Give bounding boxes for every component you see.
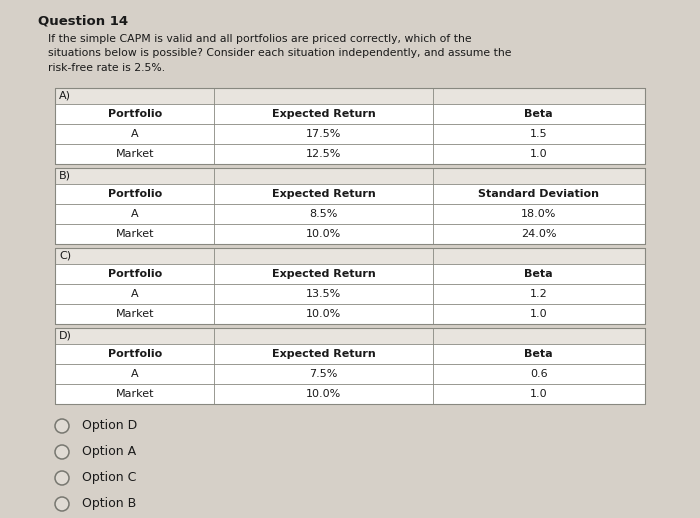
Text: Option A: Option A [82,445,136,458]
Bar [55,248,645,264]
Bar [55,248,645,324]
Text: Standard Deviation: Standard Deviation [478,189,599,199]
Text: A: A [131,369,139,379]
Text: A: A [131,289,139,299]
Text: Beta: Beta [524,269,553,279]
Text: Beta: Beta [524,349,553,359]
Text: Expected Return: Expected Return [272,349,375,359]
Text: A): A) [59,91,71,101]
Text: B): B) [59,171,71,181]
Text: If the simple CAPM is valid and all portfolios are priced correctly, which of th: If the simple CAPM is valid and all port… [48,34,512,73]
Bar [55,248,645,324]
Circle shape [55,445,69,459]
Bar [55,168,645,184]
Bar [55,168,645,244]
Text: 1.0: 1.0 [530,309,547,319]
Bar [55,104,645,124]
Text: 10.0%: 10.0% [306,309,341,319]
Bar [55,88,645,164]
Circle shape [55,419,69,433]
Bar [55,328,645,344]
Bar [55,88,645,104]
Text: Expected Return: Expected Return [272,189,375,199]
Text: Market: Market [116,229,154,239]
Text: A: A [131,129,139,139]
Text: 1.0: 1.0 [530,149,547,159]
Text: Portfolio: Portfolio [108,109,162,119]
Text: 10.0%: 10.0% [306,389,341,399]
Text: Option C: Option C [82,471,136,484]
Bar [55,184,645,204]
Text: Expected Return: Expected Return [272,109,375,119]
Text: 10.0%: 10.0% [306,229,341,239]
Text: Portfolio: Portfolio [108,269,162,279]
Text: Portfolio: Portfolio [108,349,162,359]
Text: Market: Market [116,149,154,159]
Text: Beta: Beta [524,109,553,119]
Text: Market: Market [116,389,154,399]
Bar [55,264,645,284]
Text: 1.2: 1.2 [530,289,547,299]
Text: 17.5%: 17.5% [306,129,341,139]
Text: 7.5%: 7.5% [309,369,337,379]
Text: Option B: Option B [82,497,136,511]
Circle shape [55,497,69,511]
Text: 13.5%: 13.5% [306,289,341,299]
Bar [55,328,645,404]
Text: 8.5%: 8.5% [309,209,337,219]
Bar [55,88,645,164]
Text: Expected Return: Expected Return [272,269,375,279]
Text: C): C) [59,251,71,261]
Bar [55,168,645,244]
Text: Option D: Option D [82,420,137,433]
Text: A: A [131,209,139,219]
Text: Portfolio: Portfolio [108,189,162,199]
Text: 1.5: 1.5 [530,129,547,139]
Text: 18.0%: 18.0% [521,209,556,219]
Text: Market: Market [116,309,154,319]
Bar [55,344,645,364]
Text: Question 14: Question 14 [38,14,128,27]
Bar [55,328,645,404]
Circle shape [55,471,69,485]
Text: 24.0%: 24.0% [521,229,556,239]
Text: 12.5%: 12.5% [306,149,341,159]
Text: D): D) [59,331,72,341]
Text: 1.0: 1.0 [530,389,547,399]
Text: 0.6: 0.6 [530,369,547,379]
